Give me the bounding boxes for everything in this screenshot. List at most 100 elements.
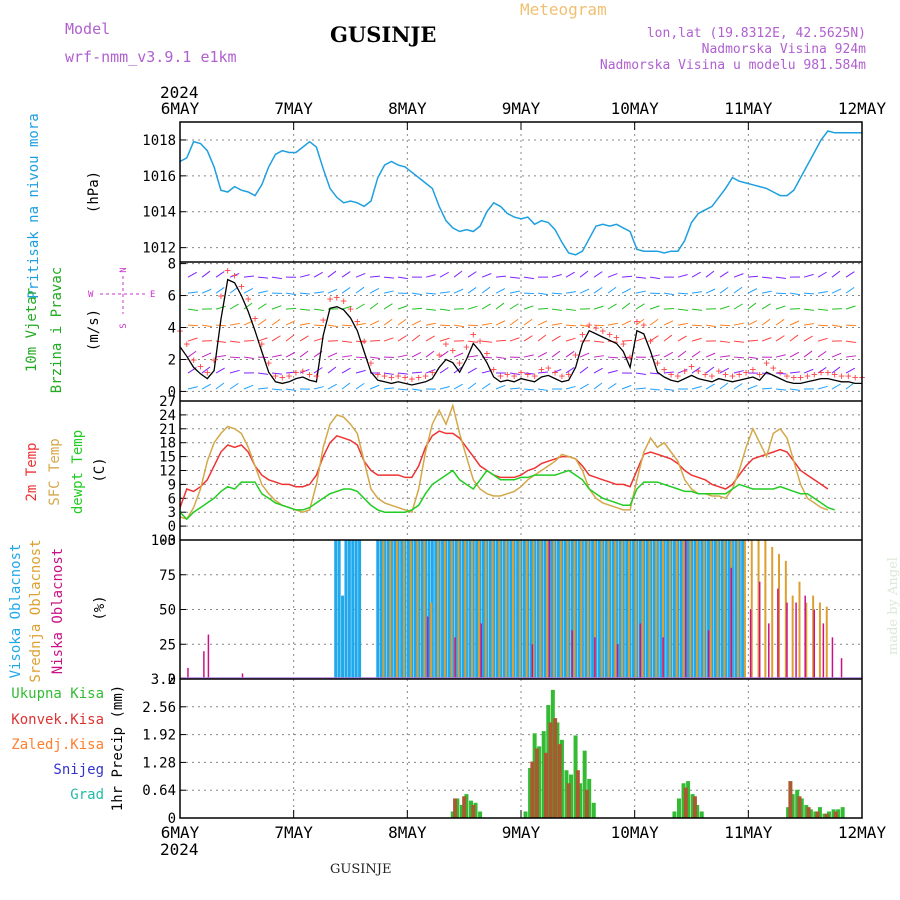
mid-cloud-bar	[723, 540, 726, 679]
total-precip-bar	[569, 774, 574, 818]
wind-arrow	[495, 320, 506, 326]
high-cloud-bar	[539, 540, 543, 679]
high-cloud-bar	[424, 540, 428, 679]
total-precip-bar	[541, 731, 546, 818]
high-cloud-bar	[400, 540, 404, 679]
wind-arrow	[243, 356, 254, 360]
wind-arrow	[551, 292, 563, 295]
high-cloud-bar	[614, 540, 618, 679]
wind-gust-mark: +	[579, 328, 586, 341]
high-cloud-bar	[741, 540, 745, 679]
wind-gust-mark: +	[306, 368, 313, 381]
wind-arrow	[383, 387, 394, 390]
x-label-bottom: 12MAY	[838, 823, 887, 842]
x-label-bottom: 10MAY	[611, 823, 660, 842]
tick-label: 9	[168, 477, 176, 493]
wind-arrow	[439, 337, 450, 342]
wind-arrow	[271, 276, 282, 280]
high-cloud-bar	[707, 540, 711, 679]
precip-legend-2: Zaledj.Kisa	[11, 737, 104, 753]
low-cloud-bar	[241, 673, 244, 679]
wind-arrow	[439, 367, 449, 374]
wind-gust-mark: +	[463, 341, 470, 354]
wind-gust-mark: +	[490, 363, 497, 376]
wind-arrow	[467, 367, 477, 374]
high-cloud-bar	[536, 540, 540, 679]
wind-arrow	[831, 366, 841, 374]
wind-arrow	[747, 302, 757, 310]
wind-arrow	[607, 322, 618, 326]
low-cloud-bar	[548, 540, 551, 679]
mid-cloud-bar	[703, 540, 706, 679]
wind-gust-mark: +	[184, 337, 191, 350]
wind-arrow	[299, 292, 311, 295]
wind-arrow	[509, 276, 520, 279]
wind-arrow	[327, 324, 338, 328]
wind-arrow	[243, 287, 254, 294]
wind-unit: (m/s)	[86, 309, 102, 351]
mid-cloud-bar	[477, 540, 480, 679]
wind-gust-mark: +	[804, 369, 811, 382]
temp-line-0	[179, 430, 829, 508]
wind-arrow	[789, 320, 800, 326]
total-precip-bar	[695, 804, 700, 818]
wind-arrow	[285, 388, 296, 391]
wind-arrow	[355, 369, 366, 374]
total-precip-bar	[523, 811, 528, 818]
wind-arrow	[831, 270, 841, 278]
high-cloud-bar	[337, 540, 341, 679]
low-cloud-bar	[749, 609, 752, 679]
high-cloud-bar	[478, 540, 482, 679]
wind-arrow	[481, 286, 491, 294]
wind-arrow	[397, 388, 409, 391]
high-cloud-bar	[584, 540, 588, 679]
wind-arrow	[285, 352, 296, 358]
wind-arrow	[635, 276, 646, 279]
wind-arrow	[369, 275, 380, 278]
wind-arrow	[467, 382, 477, 390]
wind-gust-mark: +	[695, 365, 702, 378]
total-precip-bar	[817, 807, 822, 818]
wind-arrow	[775, 276, 786, 280]
total-precip-bar	[591, 802, 596, 818]
x-label-top: 10MAY	[611, 99, 660, 118]
wind-arrow	[271, 354, 282, 358]
tick-label: 4	[168, 321, 176, 337]
pressure-line	[179, 130, 862, 256]
wind-arrow	[551, 335, 561, 342]
wind-arrow	[761, 337, 772, 342]
mid-cloud-bar	[743, 540, 746, 679]
mid-cloud-bar	[791, 595, 794, 679]
wind-ylabel-1: 10m Vjetar	[24, 288, 40, 372]
wind-arrow	[243, 340, 255, 342]
high-cloud-bar	[662, 540, 666, 679]
wind-gust-mark: +	[436, 349, 443, 362]
wind-arrow	[635, 318, 645, 326]
wind-gust-mark: +	[729, 369, 736, 382]
wind-barbs	[187, 270, 857, 391]
wind-arrow	[187, 337, 198, 342]
wind-gust-mark: +	[545, 361, 552, 374]
wind-arrow	[257, 276, 269, 279]
wind-arrow	[369, 288, 380, 294]
mid-cloud-bar	[627, 540, 630, 679]
x-label-top: 7MAY	[274, 99, 313, 118]
wind-arrow	[383, 303, 393, 310]
wind-arrow	[761, 276, 772, 279]
wind-arrow	[551, 308, 562, 311]
wind-arrow	[257, 303, 267, 310]
wind-arrow	[691, 271, 701, 278]
wind-gust-mark: +	[497, 369, 504, 382]
wind-arrow	[649, 335, 659, 342]
wind-gust-mark: +	[340, 294, 347, 307]
wind-arrow	[453, 270, 463, 278]
wind-arrow	[705, 324, 716, 328]
wind-arrow	[369, 356, 380, 360]
wind-gust-mark: +	[327, 293, 334, 306]
high-cloud-bar	[645, 540, 649, 679]
total-precip-bar	[564, 770, 569, 818]
wind-arrow	[313, 324, 325, 327]
wind-gust-mark: +	[224, 264, 231, 277]
wind-gust-mark: +	[715, 365, 722, 378]
tick-label: 0	[168, 811, 176, 827]
